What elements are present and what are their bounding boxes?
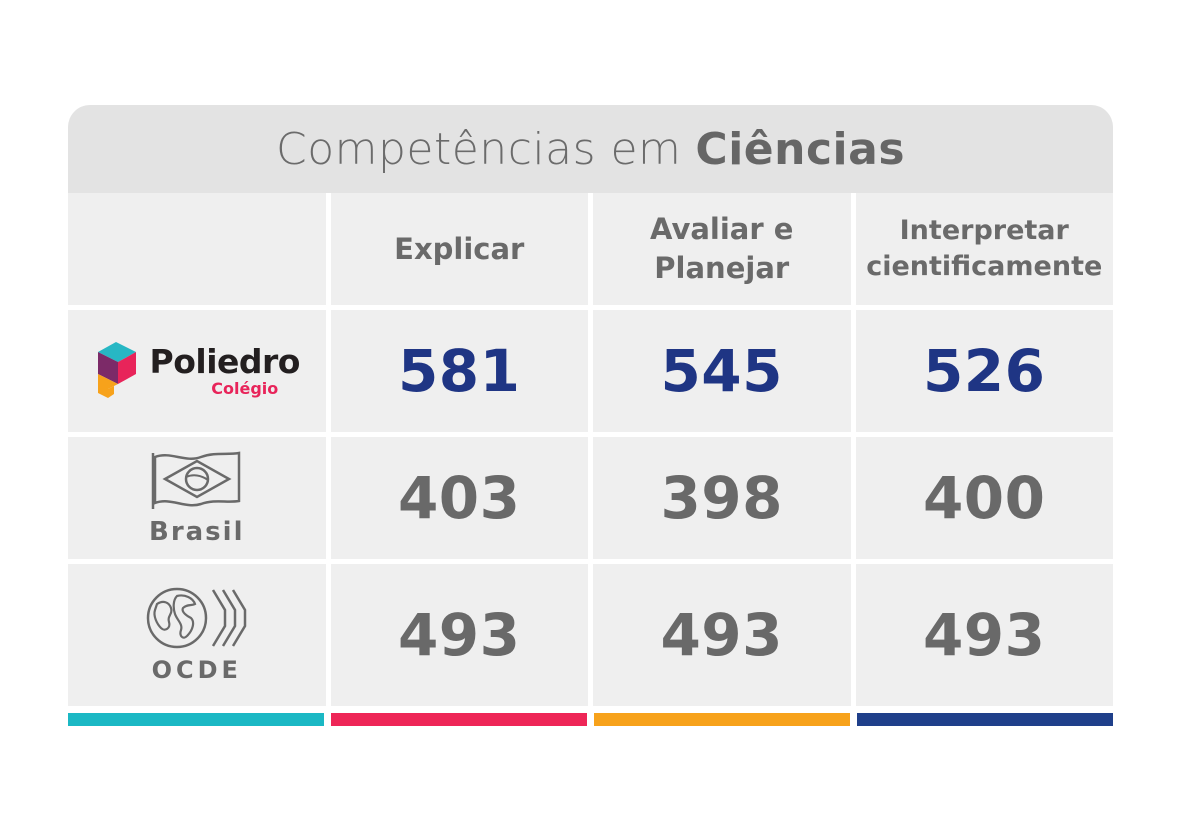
value-poliedro-explicar: 581: [397, 337, 521, 405]
brasil-label: Brasil: [149, 517, 245, 547]
value-cell: 545: [593, 310, 851, 432]
poliedro-logo: Poliedro Colégio: [68, 338, 326, 404]
value-poliedro-avaliar: 545: [660, 337, 784, 405]
value-cell: 400: [855, 437, 1113, 559]
table-row-ocde: OCDE 493 493 493: [68, 564, 1113, 706]
value-cell: 398: [593, 437, 851, 559]
value-ocde-interpretar: 493: [922, 601, 1046, 669]
column-header-label: Planejar: [654, 251, 790, 285]
ocde-label: OCDE: [151, 656, 242, 684]
color-bar: [594, 713, 850, 726]
value-poliedro-interpretar: 526: [922, 337, 1046, 405]
value-ocde-avaliar: 493: [660, 601, 784, 669]
color-bar: [857, 713, 1113, 726]
table-row-poliedro: Poliedro Colégio 581 545 526: [68, 310, 1113, 432]
value-cell: 493: [855, 564, 1113, 706]
table-title: Competências em Ciências: [68, 105, 1113, 193]
row-label-brasil: Brasil: [68, 437, 326, 559]
title-light: Competências em: [275, 123, 682, 175]
column-header-label: cientificamente: [866, 251, 1103, 282]
corner-cell: [68, 193, 326, 305]
color-bar: [331, 713, 587, 726]
value-brasil-interpretar: 400: [922, 464, 1046, 532]
value-cell: 581: [330, 310, 588, 432]
table-row-brasil: Brasil 403 398 400: [68, 437, 1113, 559]
oecd-globe-icon: [146, 587, 246, 649]
row-label-ocde: OCDE: [68, 564, 326, 706]
value-cell: 493: [593, 564, 851, 706]
color-bar: [68, 713, 324, 726]
color-bars: [68, 713, 1113, 726]
column-header-label: Avaliar e: [650, 212, 794, 246]
value-brasil-explicar: 403: [397, 464, 521, 532]
brazil-flag-icon: [151, 451, 240, 509]
poliedro-name: Poliedro: [149, 341, 301, 381]
row-label-poliedro: Poliedro Colégio: [68, 310, 326, 432]
column-header-avaliar: Avaliar e Planejar: [593, 193, 851, 305]
poliedro-cube-icon: [97, 342, 136, 398]
value-cell: 403: [330, 437, 588, 559]
header-row: Explicar Avaliar e Planejar Interpretar …: [68, 193, 1113, 305]
column-header-explicar: Explicar: [330, 193, 588, 305]
value-ocde-explicar: 493: [397, 601, 521, 669]
competencias-card: Competências em Ciências Explicar Avalia…: [68, 105, 1113, 726]
title-bold: Ciências: [695, 123, 906, 175]
column-header-interpretar: Interpretar cientificamente: [855, 193, 1113, 305]
poliedro-subtitle: Colégio: [211, 378, 279, 398]
scores-table: Explicar Avaliar e Planejar Interpretar …: [63, 188, 1118, 711]
column-header-label: Interpretar: [899, 215, 1069, 246]
value-brasil-avaliar: 398: [660, 464, 784, 532]
column-header-label: Explicar: [394, 232, 525, 266]
value-cell: 493: [330, 564, 588, 706]
value-cell: 526: [855, 310, 1113, 432]
